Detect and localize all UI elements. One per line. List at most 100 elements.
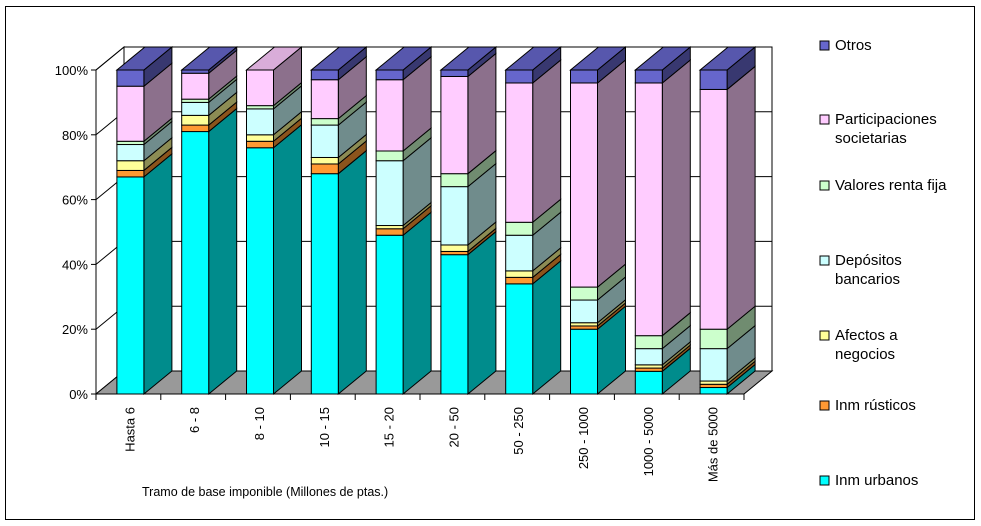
legend-item: Valores renta fija xyxy=(819,177,947,194)
y-axis: 0% 20% 40% 60% 80% 100% xyxy=(55,63,97,402)
bar-segment xyxy=(440,244,469,252)
bar-top xyxy=(115,46,174,71)
legend-label: Valores renta fija xyxy=(835,177,947,194)
bar-segment-side xyxy=(726,65,756,331)
bar-top xyxy=(569,46,627,71)
bar-segment xyxy=(505,69,534,84)
x-tick-label: 20 - 50 xyxy=(446,407,461,447)
x-tick-label: 1000 - 5000 xyxy=(641,407,656,476)
legend-item: Inm urbanos xyxy=(819,472,918,489)
bar-top xyxy=(439,46,498,71)
bar-segment xyxy=(440,69,469,77)
y-tick-label: 80% xyxy=(62,128,88,143)
x-tick-label: 50 - 250 xyxy=(511,407,526,455)
bar-segment-side xyxy=(467,230,497,396)
bar-segment xyxy=(505,221,534,236)
legend-swatch xyxy=(819,180,830,191)
legend-item: Otros xyxy=(819,37,872,54)
legend-swatch xyxy=(819,400,830,411)
bar-stack xyxy=(309,45,368,396)
bar-segment xyxy=(634,335,663,350)
bar-segment xyxy=(699,69,728,90)
bar-segment xyxy=(116,169,145,178)
legend: Otros Participaciones societarias Valores r… xyxy=(819,37,947,489)
bar-top xyxy=(245,46,303,71)
bar-stack xyxy=(439,45,498,396)
bar-segment xyxy=(440,75,469,175)
legend-label: societarias xyxy=(835,130,907,147)
legend-label: bancarios xyxy=(835,271,900,288)
bar-segment xyxy=(310,69,339,81)
bar-segment-side xyxy=(532,58,562,224)
bar-segment xyxy=(116,176,145,395)
legend-label: Inm rústicos xyxy=(835,397,916,414)
bar-segment xyxy=(699,328,728,350)
x-tick-label: 250 - 1000 xyxy=(576,407,591,469)
bar-top xyxy=(504,46,563,71)
legend-label: Otros xyxy=(835,37,872,54)
bar-stack xyxy=(245,45,303,396)
bar-segment xyxy=(310,124,339,158)
legend-item: Inm rústicos xyxy=(819,397,916,414)
bar-segment xyxy=(505,283,534,395)
legend-swatch xyxy=(819,114,830,125)
bar-segment xyxy=(634,82,663,337)
bar-segment xyxy=(181,114,210,126)
y-tick-label: 60% xyxy=(62,193,88,208)
bar-segment-side xyxy=(661,58,691,337)
bar-segment xyxy=(505,276,534,285)
bar-segment xyxy=(570,82,598,288)
bar-segment xyxy=(246,147,274,395)
bar-segment xyxy=(116,85,145,142)
bar-segment xyxy=(634,370,663,395)
bar-segment xyxy=(375,79,404,152)
bar-top xyxy=(180,46,239,71)
bar-segment xyxy=(246,69,274,107)
x-tick-label: 15 - 20 xyxy=(382,407,397,447)
legend-item: Participaciones societarias xyxy=(819,111,937,147)
bar-stack xyxy=(698,45,757,396)
bar-segment xyxy=(505,234,534,272)
bar-segment xyxy=(181,131,210,395)
x-tick-label: Hasta 6 xyxy=(122,407,137,452)
bar-segment xyxy=(116,160,145,171)
bar-segment xyxy=(310,163,339,175)
legend-swatch xyxy=(819,255,830,266)
bar-segment xyxy=(570,69,598,84)
bar-segment xyxy=(375,234,404,395)
x-axis-title: Tramo de base imponible (Millones de pta… xyxy=(142,485,388,499)
bar-segment xyxy=(181,72,210,100)
bar-segment xyxy=(310,156,339,165)
stacked-bar-chart: 0% 20% 40% 60% 80% 100% Hasta 6 6 - 8 8 - 10 10 … xyxy=(55,37,947,499)
legend-label: Afectos a xyxy=(835,327,898,344)
bar-segment xyxy=(440,254,469,395)
bar-segment xyxy=(440,173,469,188)
bar-segment xyxy=(310,173,339,395)
bar-segment xyxy=(634,69,663,84)
bar-stack xyxy=(180,45,239,396)
bar-segment xyxy=(375,228,404,236)
bar-segment xyxy=(634,348,663,366)
bar-segment xyxy=(246,108,274,136)
bar-segment xyxy=(570,286,598,301)
bar-top xyxy=(633,46,692,71)
legend-label: negocios xyxy=(835,346,895,363)
legend-label: Depósitos xyxy=(835,252,902,269)
bars xyxy=(115,45,757,396)
legend-label: Inm urbanos xyxy=(835,472,918,489)
gridline-side xyxy=(95,46,125,71)
bar-segment xyxy=(310,118,339,126)
bar-segment xyxy=(570,328,598,395)
bar-segment xyxy=(699,348,728,382)
legend-item: Afectos a negocios xyxy=(819,327,898,363)
bar-segment xyxy=(570,299,598,324)
bar-segment xyxy=(375,150,404,162)
bar-top xyxy=(698,46,757,71)
bar-segment xyxy=(375,160,404,227)
bar-segment xyxy=(310,79,339,120)
bar-segment xyxy=(116,69,145,87)
bar-segment xyxy=(505,270,534,278)
bar-segment xyxy=(699,88,728,330)
bar-segment-side xyxy=(143,152,173,396)
bar-segment-side xyxy=(208,107,238,396)
